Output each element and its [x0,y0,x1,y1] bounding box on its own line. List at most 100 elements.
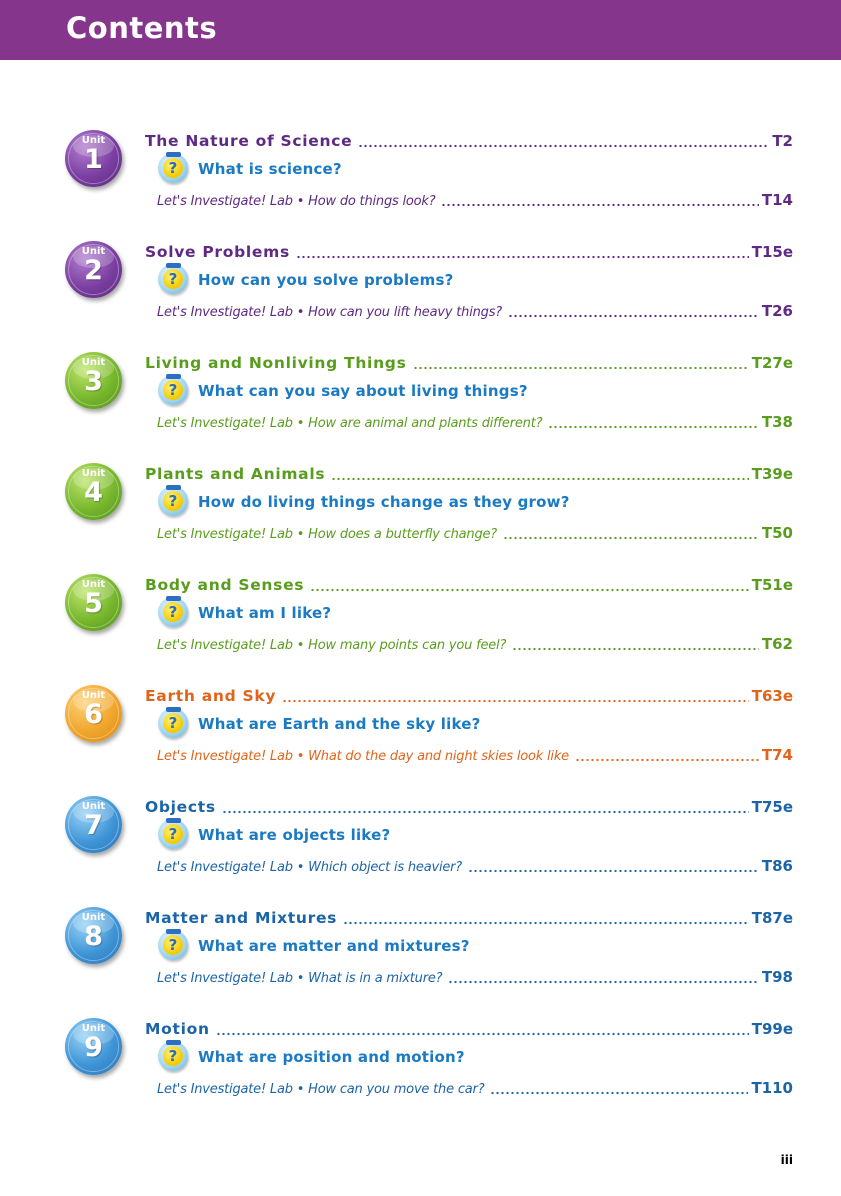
big-question: What is science? [198,160,342,178]
unit-page-number: T75e [751,798,793,816]
unit-number: 5 [84,588,103,619]
lab-line[interactable]: Let's Investigate! Lab • How many points… [157,635,793,655]
unit-title[interactable]: Living and Nonliving Things [145,354,407,372]
question-mark-glyph: ? [163,491,183,511]
unit-page-number: T27e [751,354,793,372]
unit-entry-8[interactable]: Unit 8 Matter and Mixtures T87e? What are ma… [0,907,841,1007]
dot-leader [358,144,770,148]
big-question: What are Earth and the sky like? [198,715,481,733]
lab-line[interactable]: Let's Investigate! Lab • How do things l… [157,191,793,211]
lab-prefix: Let's Investigate! Lab • [157,305,309,320]
question-icon-tag [166,707,181,712]
unit-badge: Unit 7 [65,796,122,853]
question-icon-tag [166,263,181,268]
unit-title-line[interactable]: Objects T75e [145,798,793,818]
question-mark-icon: ? [158,1040,188,1071]
unit-title-line[interactable]: The Nature of Science T2 [145,132,793,152]
lab-page-number: T50 [761,524,793,542]
big-question: How can you solve problems? [198,271,454,289]
unit-title[interactable]: Matter and Mixtures [145,909,338,927]
unit-badge-label: Unit [81,1023,106,1034]
lab-text[interactable]: Let's Investigate! Lab • How can you lif… [157,305,502,320]
question-mark-icon: ? [158,929,188,960]
unit-entry-5[interactable]: Unit 5 Body and Senses T51e? What am I like?… [0,574,841,674]
lab-page-number: T14 [761,191,793,209]
unit-page-number: T99e [751,1020,793,1038]
lab-text[interactable]: Let's Investigate! Lab • How do things l… [157,194,436,209]
unit-title-line[interactable]: Body and Senses T51e [145,576,793,596]
lab-question: How are animal and plants different? [308,416,543,431]
dot-leader [574,758,759,762]
unit-number: 6 [84,699,103,730]
lab-line[interactable]: Let's Investigate! Lab • Which object is… [157,857,793,877]
unit-entry-7[interactable]: Unit 7 Objects T75e? What are objects like? L… [0,796,841,896]
unit-entry-2[interactable]: Unit 2 Solve Problems T15e? How can you solv… [0,241,841,341]
dot-leader [343,921,749,925]
page-title: Contents [66,11,218,45]
lab-question: What do the day and night skies look lik… [308,749,569,764]
unit-badge-label: Unit [81,801,106,812]
question-mark-icon: ? [158,818,188,849]
unit-title-line[interactable]: Solve Problems T15e [145,243,793,263]
lab-question: How does a butterfly change? [308,527,498,542]
unit-title[interactable]: Plants and Animals [145,465,326,483]
lab-text[interactable]: Let's Investigate! Lab • What do the day… [157,749,569,764]
lab-text[interactable]: Let's Investigate! Lab • How many points… [157,638,506,653]
lab-text[interactable]: Let's Investigate! Lab • How can you mov… [157,1082,485,1097]
big-question: What are matter and mixtures? [198,937,470,955]
unit-entry-3[interactable]: Unit 3 Living and Nonliving Things T27e? Wha… [0,352,841,452]
lab-line[interactable]: Let's Investigate! Lab • How are animal … [157,413,793,433]
dot-leader [441,203,759,207]
unit-title-line[interactable]: Earth and Sky T63e [145,687,793,707]
question-icon-tag [166,596,181,601]
lab-line[interactable]: Let's Investigate! Lab • What is in a mi… [157,968,793,988]
unit-page-number: T15e [751,243,793,261]
lab-line[interactable]: Let's Investigate! Lab • How can you lif… [157,302,793,322]
unit-title[interactable]: Solve Problems [145,243,290,261]
lab-prefix: Let's Investigate! Lab • [157,971,309,986]
lab-page-number: T86 [761,857,793,875]
unit-badge-label: Unit [81,357,106,368]
unit-entry-6[interactable]: Unit 6 Earth and Sky T63e? What are Earth an… [0,685,841,785]
dot-leader [310,588,749,592]
lab-text[interactable]: Let's Investigate! Lab • How are animal … [157,416,543,431]
unit-badge: Unit 4 [65,463,122,520]
unit-title[interactable]: Body and Senses [145,576,305,594]
lab-text[interactable]: Let's Investigate! Lab • Which object is… [157,860,462,875]
unit-entry-1[interactable]: Unit 1 The Nature of Science T2? What is sci… [0,130,841,230]
lab-prefix: Let's Investigate! Lab • [157,638,309,653]
big-question: What are objects like? [198,826,391,844]
unit-entry-9[interactable]: Unit 9 Motion T99e? What are position and mo… [0,1018,841,1118]
header-bar: Contents [0,0,841,60]
unit-title[interactable]: The Nature of Science [145,132,353,150]
lab-page-number: T110 [751,1079,793,1097]
question-mark-glyph: ? [163,713,183,733]
unit-number: 9 [84,1032,103,1063]
lab-page-number: T98 [761,968,793,986]
unit-number: 8 [84,921,103,952]
lab-line[interactable]: Let's Investigate! Lab • How does a butt… [157,524,793,544]
question-mark-glyph: ? [163,1046,183,1066]
unit-badge: Unit 8 [65,907,122,964]
lab-line[interactable]: Let's Investigate! Lab • How can you mov… [157,1079,793,1099]
unit-title-line[interactable]: Motion T99e [145,1020,793,1040]
lab-question: How do things look? [308,194,436,209]
unit-title[interactable]: Earth and Sky [145,687,277,705]
lab-text[interactable]: Let's Investigate! Lab • What is in a mi… [157,971,443,986]
question-mark-icon: ? [158,374,188,405]
unit-title[interactable]: Motion [145,1020,210,1038]
question-mark-glyph: ? [163,935,183,955]
lab-prefix: Let's Investigate! Lab • [157,860,309,875]
unit-title[interactable]: Objects [145,798,216,816]
unit-title-line[interactable]: Plants and Animals T39e [145,465,793,485]
question-icon-tag [166,818,181,823]
unit-title-line[interactable]: Living and Nonliving Things T27e [145,354,793,374]
unit-number: 3 [84,366,103,397]
lab-line[interactable]: Let's Investigate! Lab • What do the day… [157,746,793,766]
question-icon-tag [166,1040,181,1045]
unit-page-number: T87e [751,909,793,927]
dot-leader [412,366,749,370]
unit-title-line[interactable]: Matter and Mixtures T87e [145,909,793,929]
unit-entry-4[interactable]: Unit 4 Plants and Animals T39e? How do livin… [0,463,841,563]
lab-text[interactable]: Let's Investigate! Lab • How does a butt… [157,527,497,542]
